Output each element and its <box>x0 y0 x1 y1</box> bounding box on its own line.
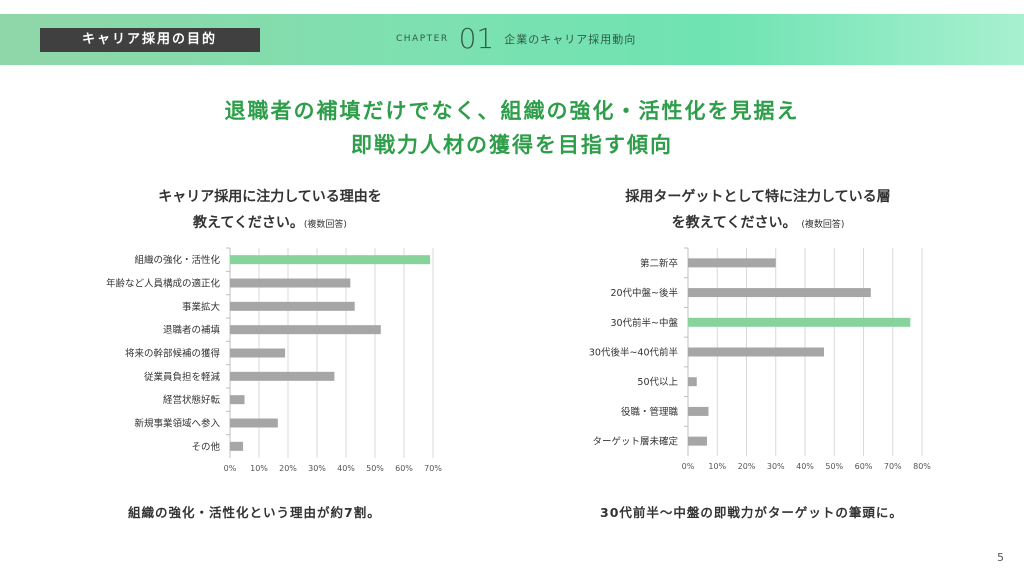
chart1-bar <box>230 325 381 335</box>
chart2-x-tick: 50% <box>825 462 843 471</box>
chart1-x-tick: 40% <box>337 464 355 473</box>
chart1-note: (複数回答) <box>303 220 347 230</box>
chart1-category-label: 事業拡大 <box>182 301 221 313</box>
chart1-bar <box>230 371 335 381</box>
chart2-x-tick: 0% <box>682 462 695 471</box>
chart2-category-label: 50代以上 <box>637 377 678 388</box>
chart1-category-label: 将来の幹部候補の獲得 <box>125 348 221 360</box>
chart2-bar <box>688 347 825 357</box>
chart1-x-tick: 50% <box>366 464 384 473</box>
chapter-heading: CHAPTER 01 企業のキャリア採用動向 <box>396 22 636 56</box>
chapter-label: CHAPTER <box>396 34 449 44</box>
chart2-bar <box>688 436 708 446</box>
chart2-x-tick: 40% <box>796 462 814 471</box>
chart1-category-label: 経営状態好転 <box>163 394 221 406</box>
chart1-bar <box>230 301 355 311</box>
chapter-number: 01 <box>458 22 495 55</box>
chart2-category-label: ターゲット層未確定 <box>592 436 678 448</box>
chart2-category-label: 20代中盤~後半 <box>610 287 678 299</box>
chart1-bar <box>230 418 278 428</box>
chart1-category-label: 従業員負担を軽減 <box>144 371 221 383</box>
section-tag: キャリア採用の目的 <box>40 28 260 52</box>
headline-line2: 即戦力人材の獲得を目指す傾向 <box>351 133 673 157</box>
chart2-x-tick: 80% <box>913 462 931 471</box>
chart2-bar <box>688 258 776 268</box>
chart2-x-tick: 20% <box>738 462 756 471</box>
chart1-category-label: 退職者の補填 <box>163 324 221 336</box>
chart2-x-tick: 70% <box>884 462 902 471</box>
chart2-category-label: 30代後半~40代前半 <box>589 347 678 359</box>
chart1-bar <box>230 395 245 405</box>
page-number: 5 <box>997 551 1004 564</box>
chart1-x-tick: 10% <box>250 464 268 473</box>
chart1-category-label: その他 <box>191 441 220 453</box>
chart1-conclusion: 組織の強化・活性化という理由が約7割。 <box>128 505 381 520</box>
chart2-x-tick: 60% <box>855 462 873 471</box>
chart1-title-line1: キャリア採用に注力している理由を <box>158 189 382 205</box>
chart2-title-line2: を教えてください。 <box>671 215 797 231</box>
chart2-bar <box>688 317 911 327</box>
chart1-x-tick: 70% <box>424 464 442 473</box>
chart1-x-tick: 60% <box>395 464 413 473</box>
chart1-title-line2: 教えてください。 <box>193 215 304 231</box>
chart1-x-tick: 30% <box>308 464 326 473</box>
chart2-note: (複数回答) <box>801 220 845 230</box>
chart1-x-tick: 0% <box>224 464 237 473</box>
chart2-x-tick: 10% <box>708 462 726 471</box>
chart2-conclusion: 30代前半～中盤の即戦力がターゲットの筆頭に。 <box>600 505 903 520</box>
headline: 退職者の補填だけでなく、組織の強化・活性化を見据え 即戦力人材の獲得を目指す傾向 <box>0 94 1024 162</box>
chart2-category-label: 第二新卒 <box>640 257 678 269</box>
chapter-title: 企業のキャリア採用動向 <box>504 33 637 46</box>
chart1-bar <box>230 278 351 288</box>
chart1-bar <box>230 441 244 451</box>
chart1-bar <box>230 255 431 265</box>
chart2-title: 採用ターゲットとして特に注力している層 を教えてください。 (複数回答) <box>598 184 918 238</box>
chart1-title: キャリア採用に注力している理由を 教えてください。(複数回答) <box>120 184 420 238</box>
chart2-category-label: 役職・管理職 <box>621 406 679 418</box>
chart2-bar <box>688 377 697 387</box>
chart2-bar <box>688 406 709 416</box>
chart1-category-label: 年齢など人員構成の適正化 <box>106 278 221 290</box>
headline-line1: 退職者の補填だけでなく、組織の強化・活性化を見据え <box>224 99 800 123</box>
chart2-category-label: 30代前半~中盤 <box>610 317 678 329</box>
chart1-x-tick: 20% <box>279 464 297 473</box>
chart2-bar <box>688 288 871 298</box>
chart1-category-label: 新規事業領域へ参入 <box>134 418 220 430</box>
chart2-title-line1: 採用ターゲットとして特に注力している層 <box>625 189 891 205</box>
chart2-x-tick: 30% <box>767 462 785 471</box>
chart1-bar <box>230 348 286 358</box>
chart1-category-label: 組織の強化・活性化 <box>134 254 220 266</box>
